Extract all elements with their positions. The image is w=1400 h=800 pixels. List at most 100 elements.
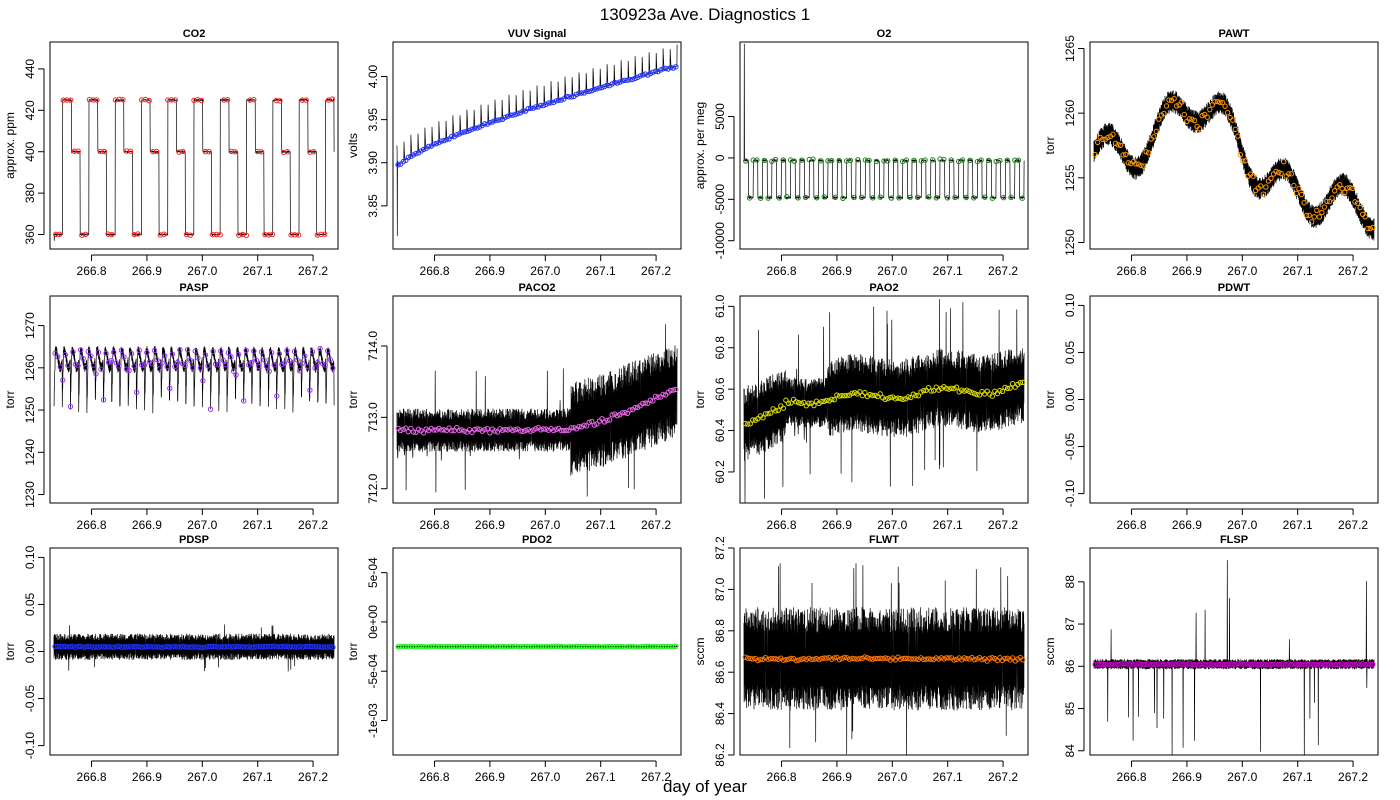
average-point (772, 156, 779, 163)
average-point (286, 644, 293, 650)
average-point (431, 643, 437, 649)
average-point (266, 232, 272, 238)
average-point (558, 643, 564, 650)
average-point (1265, 661, 1272, 667)
average-point (1263, 661, 1269, 668)
average-point (195, 644, 201, 650)
average-point (269, 643, 275, 650)
average-point (1212, 662, 1218, 668)
average-point (576, 643, 582, 650)
average-point (499, 427, 506, 433)
y-tick-label: 713.0 (366, 402, 380, 432)
x-tick-label: 267.1 (243, 518, 273, 532)
average-point (814, 195, 820, 201)
average-point (1191, 662, 1198, 668)
plot-frame (1089, 295, 1379, 504)
average-point (818, 655, 825, 662)
average-point (111, 349, 117, 356)
average-point (852, 656, 858, 662)
average-point (887, 394, 894, 401)
average-point (640, 72, 646, 78)
average-point (583, 643, 590, 650)
average-point (1337, 661, 1343, 668)
y-axis-label: approx. per meg (693, 102, 707, 189)
average-point (1123, 151, 1129, 158)
average-point (156, 644, 163, 650)
average-point (548, 100, 554, 106)
average-point (248, 644, 255, 650)
average-point (801, 655, 807, 662)
average-point (581, 643, 587, 650)
average-point (1321, 661, 1328, 668)
y-tick-label: -10000 (713, 222, 727, 260)
y-tick-label: 1230 (23, 481, 37, 508)
average-point (1309, 219, 1315, 225)
average-point (540, 426, 547, 432)
average-point (1362, 214, 1368, 220)
average-point (502, 426, 508, 433)
average-point (640, 643, 646, 650)
x-tick-label: 266.9 (132, 264, 162, 278)
raw-data-line (396, 324, 678, 497)
average-point (747, 655, 753, 662)
average-point (527, 105, 534, 112)
average-point (215, 362, 221, 368)
average-point (395, 162, 401, 168)
average-point (533, 104, 539, 110)
average-point (243, 232, 250, 239)
average-point (642, 71, 648, 77)
average-point (124, 148, 130, 154)
average-point (233, 372, 239, 378)
average-point (1334, 661, 1340, 667)
average-point (813, 655, 820, 662)
average-point (330, 365, 336, 371)
average-point (599, 416, 605, 422)
average-point (905, 394, 911, 400)
average-point (627, 77, 633, 83)
average-point (88, 353, 94, 359)
average-point (168, 97, 175, 103)
average-point (263, 643, 270, 650)
average-point (408, 643, 414, 649)
average-point (647, 397, 654, 403)
average-point (589, 643, 595, 650)
average-point (469, 643, 475, 650)
average-point (1242, 158, 1249, 164)
y-axis-label: torr (1043, 136, 1057, 154)
average-point (882, 655, 888, 661)
panel-flwt: FLWT 266.8 266.9 267.0 267.1 267.2 86.2 86.4 86.… (693, 534, 1029, 784)
average-point (228, 354, 234, 360)
average-point (294, 357, 300, 363)
average-point (571, 425, 577, 431)
average-point (1092, 151, 1098, 158)
panel-pdo2: PDO2 266.8 266.9 267.0 267.1 267.2 -1e-03 -5e-0… (346, 534, 682, 784)
average-point (1314, 661, 1320, 668)
average-point (617, 79, 623, 85)
average-point (553, 643, 559, 650)
average-point (1156, 661, 1162, 667)
average-point (218, 348, 224, 354)
average-point (1176, 660, 1182, 667)
average-point (83, 644, 89, 650)
average-point (1250, 173, 1256, 179)
average-point (162, 644, 168, 650)
average-point (224, 97, 231, 103)
average-point (841, 654, 848, 661)
average-point (515, 643, 521, 650)
average-point (1252, 661, 1259, 667)
average-point (823, 397, 830, 404)
average-point (839, 392, 845, 399)
x-tick-label: 267.0 (530, 770, 560, 784)
average-point (75, 148, 81, 154)
average-point (487, 430, 493, 436)
x-tick-label: 266.8 (767, 770, 797, 784)
average-point (1219, 99, 1226, 106)
average-point (1370, 661, 1376, 667)
average-point (627, 643, 633, 650)
average-point (57, 643, 63, 650)
average-point (1347, 184, 1353, 191)
average-point (151, 347, 158, 354)
x-tick-label: 266.9 (822, 770, 852, 784)
average-point (90, 97, 96, 103)
average-point (1112, 661, 1119, 667)
